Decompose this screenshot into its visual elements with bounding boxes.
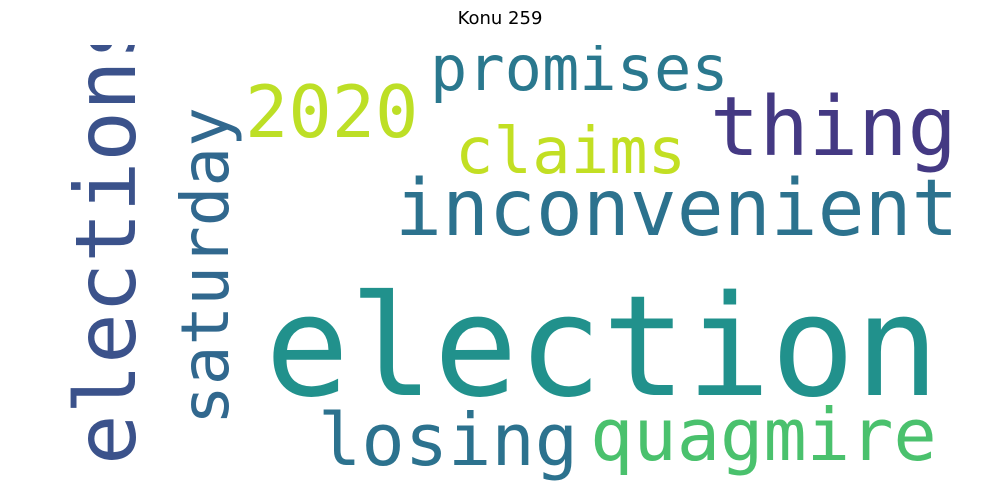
word-saturday: saturday: [167, 107, 244, 425]
word-elections: elections: [60, 45, 155, 465]
word-cloud-canvas: election inconvenient thing quagmire los…: [60, 45, 959, 482]
word-thing: thing: [710, 80, 957, 175]
word-claims: claims: [455, 115, 686, 189]
plot-title: Konu 259: [457, 8, 543, 29]
word-election: election: [265, 266, 939, 429]
word-2020: 2020: [245, 70, 418, 154]
word-inconvenient: inconvenient: [395, 164, 959, 254]
word-cloud: election inconvenient thing quagmire los…: [60, 45, 960, 485]
word-promises: promises: [430, 45, 729, 105]
word-quagmire: quagmire: [590, 393, 937, 477]
word-losing: losing: [318, 398, 578, 482]
